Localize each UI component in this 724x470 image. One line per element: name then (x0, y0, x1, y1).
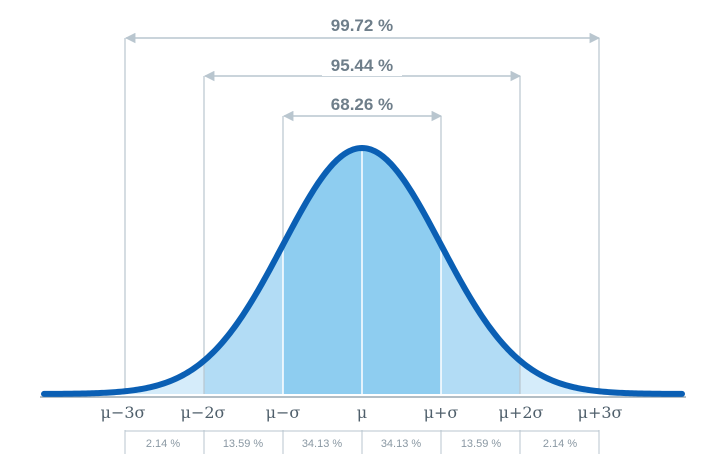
region-inner-left (283, 148, 362, 394)
tick-label-mu-minus-sigma: μ−σ (266, 403, 301, 422)
tick-label-mu-plus-3sigma: μ+3σ (578, 403, 623, 422)
range-label-3sigma: 99.72 % (331, 16, 393, 35)
segment-label-middle-right: 13.59 % (461, 438, 502, 450)
segment-label-inner-left: 34.13 % (302, 438, 343, 450)
segment-label-inner-right: 34.13 % (381, 438, 422, 450)
sigma-guide-lines (124, 38, 600, 394)
tick-label-mu-plus-2sigma: μ+2σ (499, 403, 544, 422)
region-outer-right (520, 360, 599, 394)
tick-label-mu: μ (357, 403, 367, 422)
segment-bar (124, 430, 600, 454)
tick-label-mu-plus-sigma: μ+σ (424, 403, 459, 422)
segment-label-outer-left: 2.14 % (146, 438, 180, 450)
tick-label-mu-minus-3sigma: μ−3σ (101, 403, 146, 422)
segment-label-outer-right: 2.14 % (543, 438, 577, 450)
segment-label-middle-left: 13.59 % (223, 438, 264, 450)
region-outer-left (125, 360, 204, 394)
region-inner-right (362, 148, 441, 394)
bell-curve (41, 145, 685, 397)
range-label-2sigma: 95.44 % (331, 56, 393, 75)
range-label-1sigma: 68.26 % (331, 95, 393, 114)
tick-label-mu-minus-2sigma: μ−2σ (181, 403, 226, 422)
